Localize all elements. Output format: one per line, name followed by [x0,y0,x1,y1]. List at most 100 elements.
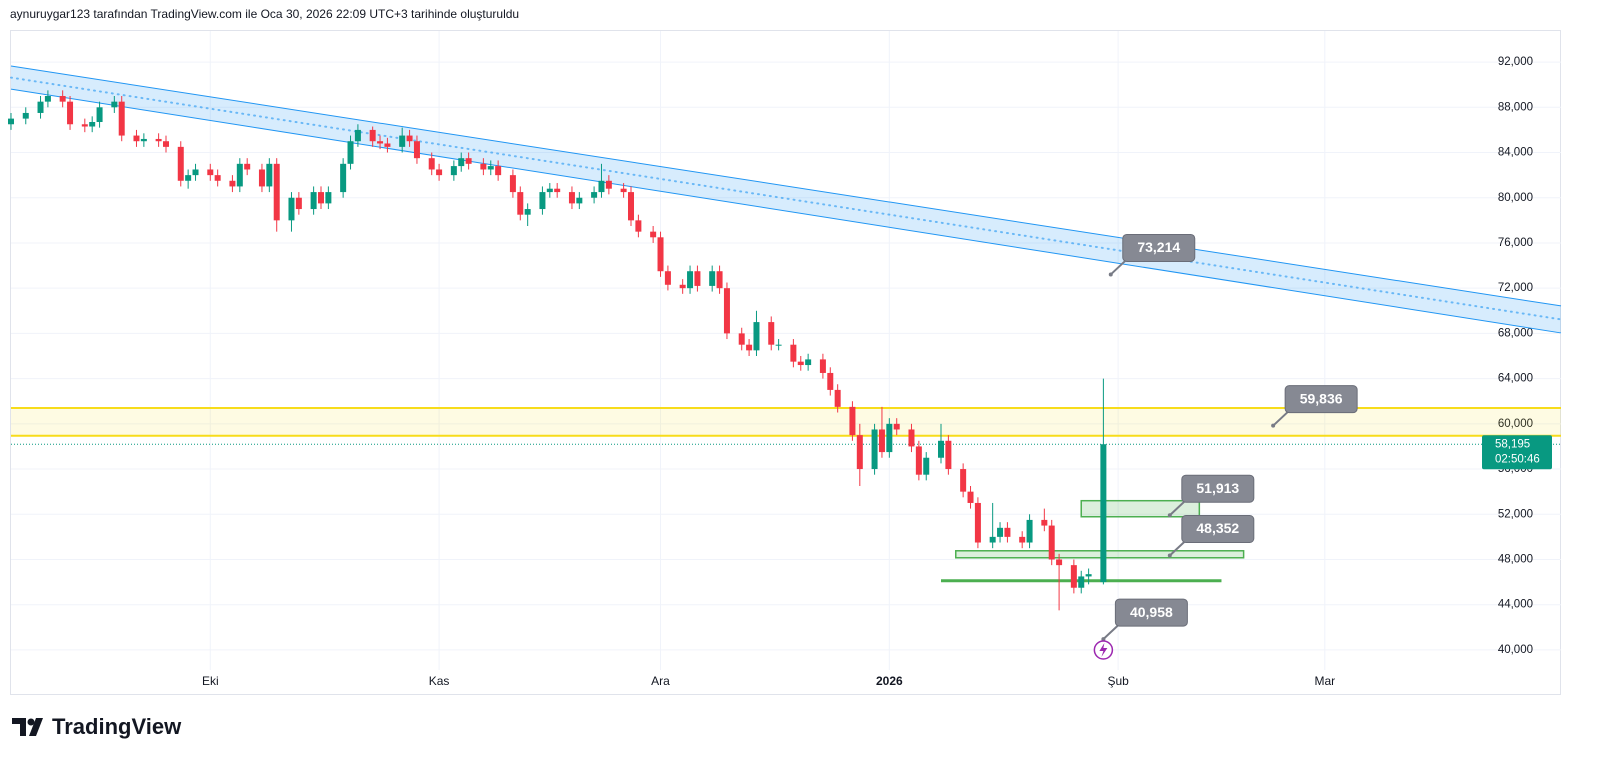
chart-frame [10,30,1561,695]
candle-body [650,231,657,238]
y-tick-label: 48,000 [1498,554,1533,566]
candle-body [118,101,125,136]
price-label-point [1271,423,1276,428]
candle-body [258,169,265,187]
y-tick-label: 72,000 [1498,282,1533,294]
candle-body [509,175,516,193]
countdown: 02:50:46 [1495,453,1540,465]
candle-body [37,101,44,113]
candle-body [406,135,413,142]
x-tick-label: Şub [1107,674,1129,688]
price-label-text: 48,352 [1196,520,1239,536]
candle-body [214,175,221,181]
candle-body [849,406,856,436]
candle-body [8,118,14,125]
candle-body [679,284,686,289]
logo-text: TradingView [52,714,182,739]
candle-body [111,101,118,108]
price-label-text: 40,958 [1130,604,1173,620]
y-tick-label: 44,000 [1498,599,1533,611]
candle-body [1019,536,1026,543]
candle-body [340,163,347,193]
candle-body [207,169,214,176]
candle-body [945,440,952,470]
candle-body [746,344,753,351]
caption: aynuruygar123 tarafından TradingView.com… [10,7,519,21]
candle-body [458,158,465,167]
candle-body [325,192,332,204]
candle-body [871,429,878,470]
x-tick-label: Mar [1314,674,1335,688]
candle-body [133,135,140,142]
last-price-label: 58,195 [1495,438,1530,450]
candle-body [960,469,967,492]
price-label-text: 59,836 [1300,390,1343,406]
candle-body [723,288,730,334]
channel-fill [11,66,1561,333]
y-tick-label: 52,000 [1498,508,1533,520]
price-label-box [1284,385,1358,414]
candle-body [288,197,295,221]
price-label-point [1101,637,1106,642]
candle-body [465,158,472,164]
candle-body [878,429,885,453]
candle-body [155,138,162,142]
price-label-box [1122,233,1196,262]
event-icon-bolt [1099,643,1108,657]
x-tick-label: Eki [202,674,219,688]
candle-body [819,359,826,373]
candle-body [44,96,51,102]
price-label-connector [1272,409,1290,427]
candle-body [517,192,524,215]
candle-body [797,361,804,366]
candle-body [310,192,317,210]
candle-body [687,271,694,289]
price-label-box [1181,474,1255,503]
candle-body [635,220,642,232]
candle-body [1100,444,1107,583]
candle-body [399,135,406,147]
candle-body [67,101,74,125]
y-tick-label: 68,000 [1498,327,1533,339]
candle-body [790,344,797,362]
channel-mid [10,76,1562,321]
candle-body [974,502,981,543]
candle-body [177,146,184,181]
candle-body [1004,527,1011,537]
candle-body [938,440,944,458]
candle-body [568,192,575,204]
logo-icon [12,718,43,736]
candle-body [709,271,716,286]
y-tick-label: 84,000 [1498,147,1533,159]
candle-body [989,536,996,543]
candle-body [487,166,494,170]
candle-body [997,527,1004,537]
candle-body [318,192,324,204]
candle-body [96,107,103,122]
candle-body [967,491,974,503]
candle-body [495,166,502,176]
candle-body [1070,565,1077,588]
candle-body [908,429,915,447]
candle-body [59,96,66,102]
price-label-connector [1110,258,1128,276]
candle-body [81,124,88,127]
candle-body [1085,574,1092,577]
price-label-connector [1169,499,1187,516]
candle-body [1041,519,1048,526]
candle-body [1026,519,1033,543]
candle-body [664,271,671,285]
price-label-point [1167,553,1172,558]
candle-body [22,112,29,119]
y-tick-label: 88,000 [1498,101,1533,113]
candle-body [524,209,531,215]
candle-body [1078,576,1085,588]
candle-body [805,359,812,366]
price-label-box [1181,514,1255,543]
candle-body [886,423,893,453]
candle-body [140,138,147,142]
candle-body [657,237,664,272]
x-tick-label: 2026 [876,674,903,688]
candle-body [605,180,612,189]
